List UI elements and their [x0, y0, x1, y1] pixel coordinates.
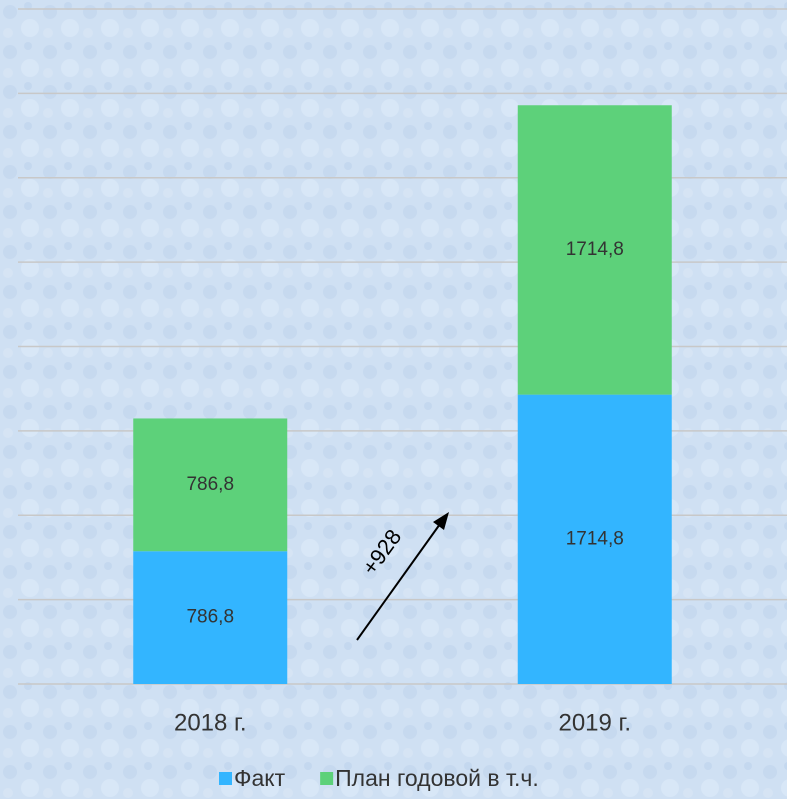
bar-segment	[517, 105, 672, 395]
legend-label: Факт	[234, 765, 286, 791]
data-label: 1714,8	[566, 528, 624, 549]
legend-label: План годовой в т.ч.	[335, 765, 539, 791]
legend-swatch	[320, 772, 334, 785]
bar-segment	[133, 551, 288, 684]
data-label: 786,8	[186, 474, 234, 495]
annotation-arrow	[356, 523, 441, 641]
x-tick-label: 2019 г.	[558, 709, 631, 736]
legend-swatch	[219, 772, 232, 785]
bar-segment	[133, 418, 288, 552]
x-tick-label: 2018 г.	[174, 709, 247, 736]
annotation-arrowhead	[433, 512, 449, 530]
bar-segment	[517, 394, 672, 684]
data-label: 1714,8	[566, 239, 624, 260]
data-label: 786,8	[186, 607, 234, 628]
